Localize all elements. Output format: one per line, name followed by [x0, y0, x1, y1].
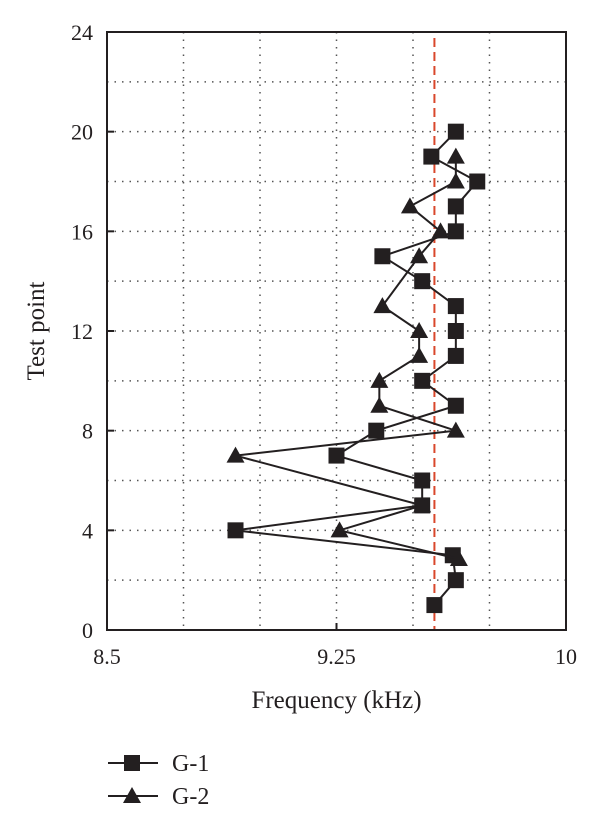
data-point-triangle	[446, 147, 465, 164]
y-tick-label: 24	[71, 20, 93, 45]
data-point-triangle	[370, 396, 389, 413]
data-point-square	[447, 198, 464, 215]
data-point-square	[423, 148, 440, 165]
legend-item: G-2	[108, 784, 209, 810]
data-point-square	[414, 472, 431, 489]
y-tick-label: 12	[71, 319, 93, 344]
legend-marker-square	[124, 755, 140, 771]
legend-label: G-2	[172, 784, 209, 810]
data-point-triangle	[446, 172, 465, 189]
data-point-square	[374, 248, 391, 265]
data-point-square	[447, 347, 464, 364]
data-point-square	[447, 223, 464, 240]
data-point-square	[368, 422, 385, 439]
data-point-square	[328, 447, 345, 464]
data-point-triangle	[413, 496, 432, 513]
x-tick-label: 8.5	[93, 644, 121, 669]
data-point-square	[447, 397, 464, 414]
data-point-square	[414, 372, 431, 389]
data-point-square	[414, 273, 431, 290]
data-point-square	[447, 323, 464, 339]
data-point-square	[227, 522, 244, 539]
x-axis-label: Frequency (kHz)	[251, 687, 421, 714]
data-point-square	[447, 123, 464, 140]
data-point-triangle	[370, 371, 389, 388]
series-G-1	[227, 123, 486, 614]
y-tick-label: 0	[82, 618, 93, 643]
axis-ticks: 8.5 9.25 10 0 4 8 12 16 20 24	[71, 20, 577, 669]
y-axis-label: Test point	[23, 281, 50, 380]
data-point-triangle	[410, 247, 429, 264]
y-tick-label: 8	[82, 419, 93, 444]
legend-item: G-1	[108, 751, 209, 777]
data-point-triangle	[226, 446, 245, 463]
legend-marker-triangle	[123, 787, 141, 803]
data-point-triangle	[373, 297, 392, 314]
data-point-triangle	[330, 521, 349, 538]
data-point-square	[447, 572, 464, 589]
data-point-square	[447, 298, 464, 315]
data-point-triangle	[446, 421, 465, 438]
data-point-triangle	[449, 549, 468, 566]
legend: G-1G-2	[108, 751, 209, 810]
series-layer	[226, 123, 486, 614]
series-G-2	[226, 147, 468, 566]
data-point-triangle	[431, 222, 450, 239]
y-tick-label: 16	[71, 219, 93, 244]
y-tick-label: 20	[71, 120, 93, 145]
data-point-square	[469, 173, 486, 190]
grid-lines	[107, 32, 566, 630]
data-point-triangle	[400, 197, 419, 214]
y-tick-label: 4	[82, 518, 93, 543]
x-tick-label: 10	[555, 644, 577, 669]
data-point-triangle	[410, 346, 429, 363]
data-point-triangle	[410, 322, 429, 338]
x-tick-label: 9.25	[317, 644, 356, 669]
data-point-square	[426, 597, 443, 614]
legend-label: G-1	[172, 751, 209, 777]
